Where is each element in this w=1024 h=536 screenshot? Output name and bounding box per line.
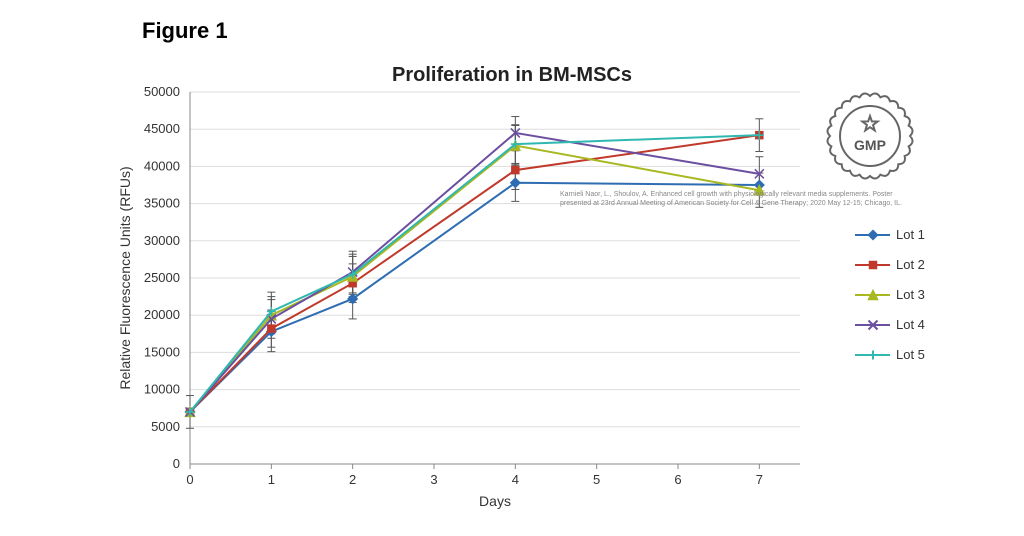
y-tick-label: 10000 [144,382,180,397]
y-tick-label: 50000 [144,84,180,99]
x-tick-label: 7 [756,472,763,487]
grid [190,92,800,464]
y-tick-label: 35000 [144,196,180,211]
y-tick-label: 25000 [144,270,180,285]
legend-item-lot-4: Lot 4 [855,317,925,332]
y-tick-label: 5000 [151,419,180,434]
x-tick-label: 1 [268,472,275,487]
x-tick-label: 3 [430,472,437,487]
error-bars [186,117,763,429]
x-tick-label: 2 [349,472,356,487]
y-tick-label: 40000 [144,158,180,173]
legend-item-lot-1: Lot 1 [855,227,925,242]
svg-text:Lot 5: Lot 5 [896,347,925,362]
svg-text:Lot 3: Lot 3 [896,287,925,302]
legend: Lot 1 Lot 2 Lot 3 Lot 4 Lot 5 [855,227,925,362]
series-lot-4 [186,128,764,416]
chart-svg: 0 5000 10000 15000 20000 25000 30000 35000 40000… [0,0,1024,536]
x-axis-label: Days [479,493,511,509]
citation-line: Karnieli Naor, L., Shoulov, A. Enhanced … [560,191,893,198]
svg-text:Lot 2: Lot 2 [896,257,925,272]
x-tick-label: 0 [186,472,193,487]
legend-item-lot-5: Lot 5 [855,347,925,362]
gmp-badge: GMP [828,94,913,179]
x-tick-label: 5 [593,472,600,487]
y-axis-label: Relative Fluorescence Units (RFUs) [117,166,133,389]
svg-text:Lot 4: Lot 4 [896,317,925,332]
x-tick-label: 4 [512,472,519,487]
y-tick-label: 30000 [144,233,180,248]
x-tick-label: 6 [674,472,681,487]
y-tick-label: 15000 [144,344,180,359]
y-tick-label: 20000 [144,307,180,322]
chart-area: 0 5000 10000 15000 20000 25000 30000 35000 40000… [0,0,1024,536]
y-tick-label: 45000 [144,121,180,136]
series-lot-1 [186,178,764,416]
citation-line: presented at 23rd Annual Meeting of Amer… [560,200,902,207]
legend-item-lot-3: Lot 3 [855,287,925,302]
y-tick-label: 0 [173,456,180,471]
legend-item-lot-2: Lot 2 [855,257,925,272]
series-lot-3 [186,141,764,416]
svg-text:Lot 1: Lot 1 [896,227,925,242]
series-lot-5 [186,131,764,417]
gmp-badge-text: GMP [854,137,886,153]
